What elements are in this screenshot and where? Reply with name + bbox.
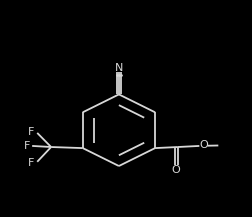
Text: F: F — [27, 158, 34, 168]
Text: N: N — [114, 63, 123, 73]
Text: F: F — [24, 141, 30, 151]
Text: F: F — [27, 127, 34, 137]
Text: O: O — [199, 140, 207, 150]
Text: O: O — [170, 165, 179, 175]
